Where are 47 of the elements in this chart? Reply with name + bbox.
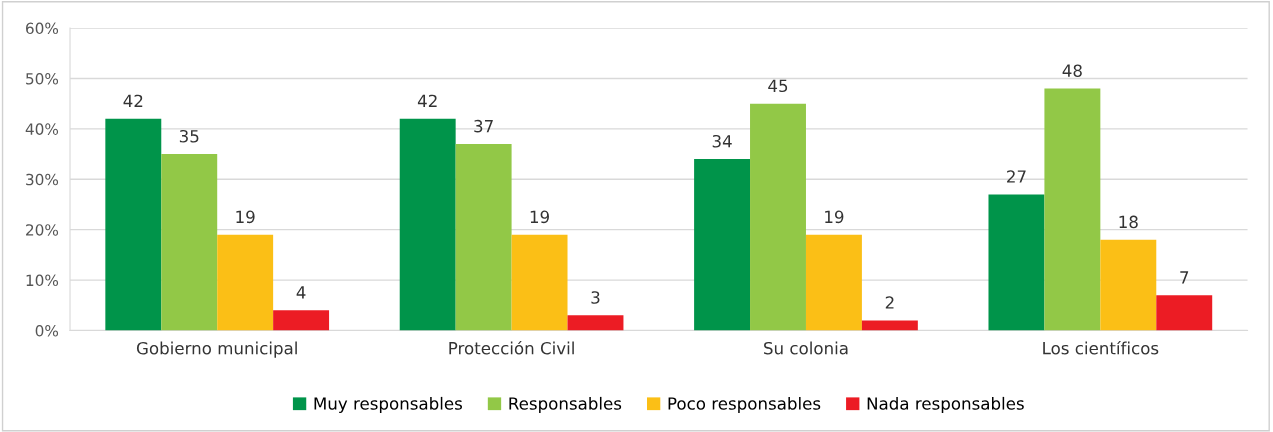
data-label: 19 (825, 210, 844, 224)
x-tick-label: Gobierno municipal (136, 341, 297, 358)
data-label: 27 (1007, 170, 1026, 183)
y-tick-label: 0% (35, 324, 59, 337)
data-label: 37 (474, 119, 493, 133)
bar (1156, 295, 1213, 331)
bar (694, 159, 751, 331)
legend-label: Nada responsables (867, 396, 1024, 414)
bar (105, 118, 162, 331)
bar (511, 234, 568, 331)
y-tick-label: 60% (26, 22, 59, 35)
bar (273, 310, 330, 331)
data-label: 18 (1119, 215, 1138, 229)
bar (750, 103, 806, 331)
data-label: 2 (885, 296, 894, 309)
bar (861, 320, 918, 331)
x-tick-label: Los científicos (1043, 340, 1159, 355)
y-tick-label: 40% (25, 123, 59, 135)
data-label: 45 (768, 79, 788, 93)
data-label: 3 (591, 291, 600, 304)
data-label: 35 (179, 129, 199, 143)
bar (805, 234, 862, 331)
data-label: 34 (712, 134, 732, 148)
bar (567, 315, 624, 331)
data-label: 4 (296, 286, 306, 299)
y-tick-label: 10% (26, 274, 59, 287)
bar (217, 234, 274, 331)
y-tick-label: 20% (26, 224, 59, 236)
legend-label: Muy responsables (314, 396, 462, 414)
data-label: 7 (1180, 271, 1189, 284)
y-tick-label: 30% (26, 173, 59, 186)
bar (455, 144, 512, 331)
legend-label: Responsables (509, 396, 622, 414)
x-tick-label: Su colonia (764, 341, 848, 355)
legend-label: Poco responsables (668, 396, 821, 414)
data-label: 19 (236, 210, 255, 224)
data-label: 42 (417, 94, 437, 107)
y-tick-label: 50% (26, 72, 59, 85)
bar (1100, 239, 1157, 331)
bar (1044, 88, 1101, 331)
data-label: 19 (530, 210, 549, 224)
x-tick-label: Protección Civil (449, 340, 574, 355)
bar (988, 194, 1045, 331)
bar (399, 118, 456, 331)
bar (161, 154, 218, 331)
data-label: 48 (1062, 64, 1082, 77)
data-label: 42 (123, 94, 143, 107)
